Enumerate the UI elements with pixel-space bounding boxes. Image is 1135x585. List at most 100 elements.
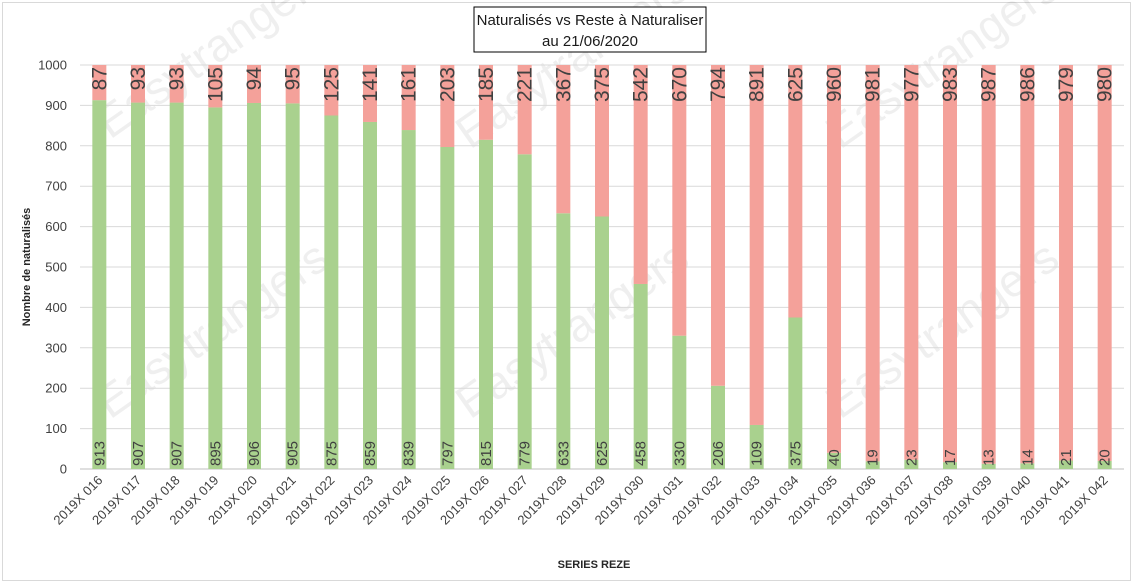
label-naturalises-17: 109 (749, 441, 766, 466)
bar-reste-2 (169, 65, 184, 103)
bar-reste-1 (131, 65, 145, 103)
bar-reste-5 (285, 65, 300, 104)
label-naturalises-13: 625 (594, 441, 611, 466)
bar-naturalises-3 (208, 107, 223, 470)
label-naturalises-4: 906 (246, 441, 263, 466)
label-naturalises-20: 19 (865, 449, 882, 466)
bar-naturalises-15 (672, 335, 687, 469)
label-naturalises-8: 839 (401, 441, 418, 466)
label-naturalises-9: 797 (439, 441, 456, 466)
bar-naturalises-11 (517, 154, 532, 469)
bar-reste-16 (711, 65, 725, 386)
label-naturalises-18: 375 (787, 441, 804, 466)
bar-naturalises-24 (1020, 463, 1035, 469)
label-reste-24: 986 (1016, 67, 1039, 102)
y-tick-700: 700 (45, 179, 67, 194)
chart-title-line2: au 21/06/2020 (542, 33, 638, 50)
y-tick-500: 500 (45, 260, 67, 275)
label-reste-13: 375 (591, 67, 614, 102)
y-tick-100: 100 (45, 421, 67, 436)
label-reste-10: 185 (475, 67, 498, 102)
bar-reste-11 (517, 65, 532, 155)
y-tick-300: 300 (45, 340, 67, 355)
label-reste-21: 977 (900, 67, 923, 102)
y-tick-800: 800 (45, 138, 67, 153)
label-naturalises-5: 905 (285, 441, 302, 466)
bar-reste-4 (247, 65, 261, 103)
bar-naturalises-23 (981, 463, 996, 469)
bar-reste-23 (981, 65, 996, 464)
label-naturalises-12: 633 (555, 441, 572, 466)
chart-title-line1: Naturalisés vs Reste à Naturaliser (477, 12, 704, 29)
label-naturalises-2: 907 (169, 441, 186, 466)
label-naturalises-3: 895 (207, 441, 224, 466)
bar-naturalises-7 (363, 121, 377, 470)
y-tick-900: 900 (45, 98, 67, 113)
label-naturalises-23: 13 (981, 449, 998, 466)
bar-reste-26 (1097, 65, 1112, 461)
label-naturalises-26: 20 (1097, 449, 1114, 466)
label-reste-20: 981 (862, 67, 885, 102)
label-naturalises-22: 17 (942, 449, 959, 466)
bar-reste-9 (440, 65, 455, 148)
label-naturalises-21: 23 (903, 449, 920, 466)
label-reste-25: 979 (1055, 67, 1078, 102)
label-naturalises-24: 14 (1019, 449, 1036, 466)
bar-reste-15 (672, 65, 687, 336)
bar-naturalises-13 (595, 216, 609, 469)
x-axis-title: SERIES REZE (558, 559, 631, 571)
label-reste-17: 891 (746, 67, 769, 102)
label-reste-7: 141 (359, 67, 382, 102)
label-naturalises-14: 458 (633, 441, 650, 466)
label-naturalises-1: 907 (130, 441, 147, 466)
label-reste-16: 794 (707, 67, 730, 102)
label-reste-15: 670 (668, 67, 691, 102)
label-naturalises-15: 330 (671, 441, 688, 466)
bar-naturalises-19 (827, 452, 841, 469)
bar-reste-18 (788, 65, 803, 318)
bar-naturalises-1 (131, 102, 145, 470)
bar-reste-10 (479, 65, 493, 140)
y-tick-400: 400 (45, 300, 67, 315)
bar-naturalises-10 (479, 139, 493, 470)
bar-reste-25 (1059, 65, 1073, 461)
label-reste-9: 203 (436, 67, 459, 102)
chart-title-box (473, 6, 707, 53)
label-reste-5: 95 (282, 67, 305, 90)
bar-reste-6 (324, 65, 339, 116)
bar-reste-17 (749, 65, 764, 425)
bar-reste-21 (904, 65, 919, 460)
bar-naturalises-12 (556, 213, 571, 469)
label-reste-26: 980 (1094, 67, 1117, 102)
label-reste-0: 87 (88, 67, 111, 90)
bar-reste-20 (865, 65, 880, 462)
bar-reste-0 (92, 65, 107, 101)
label-naturalises-0: 913 (91, 441, 108, 466)
bar-naturalises-5 (285, 103, 300, 469)
bar-naturalises-4 (247, 102, 261, 469)
data-labels-layer: 8791393907939071058959490695905125875141… (88, 67, 1116, 466)
y-tick-0: 0 (60, 462, 67, 477)
y-tick-600: 600 (45, 219, 67, 234)
watermark-layer: Easytrangers Easytrangers EasytrangersEasy… (86, 0, 1068, 428)
label-naturalises-19: 40 (826, 449, 843, 466)
label-reste-11: 221 (514, 67, 537, 102)
label-reste-4: 94 (243, 67, 266, 91)
bar-naturalises-8 (401, 130, 416, 469)
bar-reste-8 (401, 65, 416, 131)
label-naturalises-16: 206 (710, 441, 727, 466)
y-tick-200: 200 (45, 381, 67, 396)
y-axis-title: Nombre de naturalisés (21, 208, 33, 327)
bar-naturalises-17 (749, 424, 764, 469)
bar-naturalises-21 (904, 459, 919, 469)
bar-reste-14 (633, 65, 648, 284)
y-tick-1000: 1000 (38, 58, 67, 73)
bar-reste-3 (208, 65, 223, 108)
label-reste-3: 105 (204, 67, 227, 102)
bar-naturalises-20 (865, 461, 880, 469)
bar-reste-13 (595, 65, 609, 217)
label-naturalises-10: 815 (478, 441, 495, 466)
bar-reste-24 (1020, 65, 1035, 464)
